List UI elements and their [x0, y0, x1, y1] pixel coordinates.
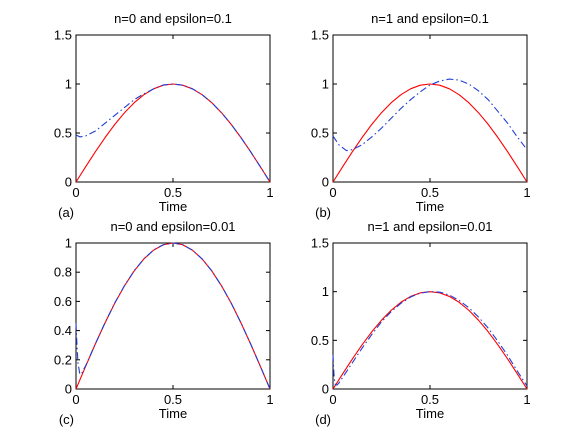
panel-2-series-approx-line: [75, 242, 271, 390]
panel-2-title: n=0 and epsilon=0.01: [110, 219, 235, 234]
panel-2-xtick-label: 0.5: [164, 392, 182, 407]
panel-3-ytick-label: 1: [322, 284, 329, 299]
panel-3-series-exact-line: [332, 291, 528, 390]
panel-1-xtick-label: 0.5: [421, 185, 439, 200]
panel-3-xtick-label: 0: [329, 392, 336, 407]
panel-3-xlabel: Time: [416, 406, 444, 421]
panel-1-xtick-label: 0: [329, 185, 336, 200]
panel-2-axes-frame: [75, 242, 271, 390]
panel-0-xtick-label: 0: [72, 185, 79, 200]
panel-3-xtick-label: 1: [523, 392, 530, 407]
panel-2-ytick-label: 0.4: [54, 323, 72, 338]
panel-1-series-approx-line: [332, 78, 528, 152]
panel-0-xlabel: Time: [159, 199, 187, 214]
panel-0-ytick-label: 0: [65, 175, 72, 190]
panel-1-series-exact-line: [332, 83, 528, 183]
panel-1-ytick-label: 1.5: [311, 28, 329, 43]
panel-0-ytick-label: 1: [65, 77, 72, 92]
panel-0-ytick-label: 0.5: [54, 126, 72, 141]
panel-0-title: n=0 and epsilon=0.1: [114, 11, 232, 26]
panel-3-ytick-label: 1.5: [311, 236, 329, 251]
panel-3-ytick-label: 0: [322, 382, 329, 397]
panel-2-panel-label: (c): [59, 412, 74, 427]
panel-3-title: n=1 and epsilon=0.01: [367, 219, 492, 234]
panel-3-ytick-label: 0.5: [311, 333, 329, 348]
panel-1-panel-label: (b): [315, 205, 331, 220]
panel-0-ytick-label: 1.5: [54, 28, 72, 43]
panel-0-xtick-label: 0.5: [164, 185, 182, 200]
panel-2-ytick-label: 1: [65, 236, 72, 251]
panel-0-series-exact-line: [75, 83, 271, 183]
panel-1-axes-frame: [332, 34, 528, 183]
panel-0-xtick-label: 1: [266, 185, 273, 200]
panel-3-axes-frame: [332, 242, 528, 390]
panel-0-panel-label: (a): [58, 205, 74, 220]
panel-1-title: n=1 and epsilon=0.1: [371, 11, 489, 26]
panel-1-xlabel: Time: [416, 199, 444, 214]
panel-2-xlabel: Time: [159, 406, 187, 421]
panel-2-ytick-label: 0: [65, 382, 72, 397]
panel-0-axes-frame: [75, 34, 271, 183]
panel-2-ytick-label: 0.2: [54, 352, 72, 367]
panel-3-series-approx-line: [332, 291, 528, 387]
panel-2-xtick-label: 1: [266, 392, 273, 407]
panel-2-xtick-label: 0: [72, 392, 79, 407]
panel-0-series-approx-line: [75, 83, 271, 183]
panel-2-series-exact-line: [75, 242, 271, 390]
panel-1-xtick-label: 1: [523, 185, 530, 200]
panel-1-ytick-label: 0: [322, 175, 329, 190]
panel-2-ytick-label: 0.8: [54, 265, 72, 280]
panel-3-panel-label: (d): [315, 412, 331, 427]
panel-1-ytick-label: 1: [322, 77, 329, 92]
panel-2-ytick-label: 0.6: [54, 294, 72, 309]
panel-1-ytick-label: 0.5: [311, 126, 329, 141]
panel-3-xtick-label: 0.5: [421, 392, 439, 407]
